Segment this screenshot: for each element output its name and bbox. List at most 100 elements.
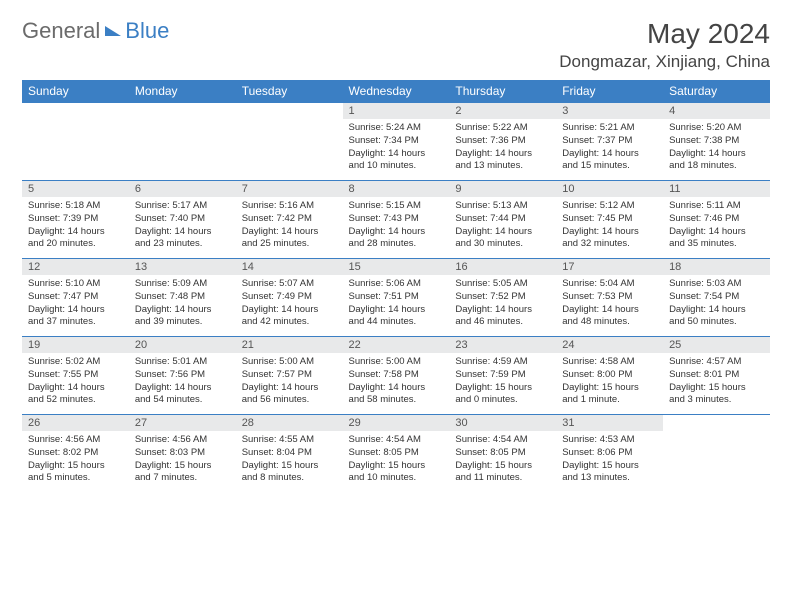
day-details: Sunrise: 5:05 AMSunset: 7:52 PMDaylight:… [449, 275, 556, 333]
day-details: Sunrise: 5:04 AMSunset: 7:53 PMDaylight:… [556, 275, 663, 333]
daylight-text: Daylight: 14 hours and 28 minutes. [349, 226, 444, 252]
sunrise-text: Sunrise: 4:59 AM [455, 356, 550, 369]
day-number: 24 [556, 337, 663, 353]
sunrise-text: Sunrise: 4:56 AM [135, 434, 230, 447]
daylight-text: Daylight: 15 hours and 5 minutes. [28, 460, 123, 486]
daylight-text: Daylight: 15 hours and 3 minutes. [669, 382, 764, 408]
header: General Blue May 2024 Dongmazar, Xinjian… [22, 18, 770, 72]
daylight-text: Daylight: 14 hours and 52 minutes. [28, 382, 123, 408]
daylight-text: Daylight: 14 hours and 18 minutes. [669, 148, 764, 174]
sunset-text: Sunset: 7:52 PM [455, 291, 550, 304]
sunrise-text: Sunrise: 4:58 AM [562, 356, 657, 369]
calendar-day-cell: 16Sunrise: 5:05 AMSunset: 7:52 PMDayligh… [449, 259, 556, 337]
sunrise-text: Sunrise: 5:00 AM [242, 356, 337, 369]
calendar-week-row: 19Sunrise: 5:02 AMSunset: 7:55 PMDayligh… [22, 337, 770, 415]
sunset-text: Sunset: 7:57 PM [242, 369, 337, 382]
day-number: 29 [343, 415, 450, 431]
day-number: 22 [343, 337, 450, 353]
sunset-text: Sunset: 7:49 PM [242, 291, 337, 304]
calendar-day-cell: 22Sunrise: 5:00 AMSunset: 7:58 PMDayligh… [343, 337, 450, 415]
weekday-header: Thursday [449, 80, 556, 103]
day-number: 17 [556, 259, 663, 275]
day-details: Sunrise: 5:00 AMSunset: 7:57 PMDaylight:… [236, 353, 343, 411]
sunset-text: Sunset: 7:40 PM [135, 213, 230, 226]
calendar-day-cell: 17Sunrise: 5:04 AMSunset: 7:53 PMDayligh… [556, 259, 663, 337]
calendar-week-row: ......1Sunrise: 5:24 AMSunset: 7:34 PMDa… [22, 103, 770, 181]
day-number: 30 [449, 415, 556, 431]
day-number: 12 [22, 259, 129, 275]
sunset-text: Sunset: 7:43 PM [349, 213, 444, 226]
sunset-text: Sunset: 7:47 PM [28, 291, 123, 304]
calendar-day-cell: .. [236, 103, 343, 181]
location-text: Dongmazar, Xinjiang, China [559, 52, 770, 72]
calendar-day-cell: 20Sunrise: 5:01 AMSunset: 7:56 PMDayligh… [129, 337, 236, 415]
sunrise-text: Sunrise: 4:54 AM [349, 434, 444, 447]
day-details: Sunrise: 5:17 AMSunset: 7:40 PMDaylight:… [129, 197, 236, 255]
day-details: Sunrise: 5:12 AMSunset: 7:45 PMDaylight:… [556, 197, 663, 255]
day-details: Sunrise: 4:54 AMSunset: 8:05 PMDaylight:… [449, 431, 556, 489]
day-number: 25 [663, 337, 770, 353]
day-details: Sunrise: 4:57 AMSunset: 8:01 PMDaylight:… [663, 353, 770, 411]
sunset-text: Sunset: 7:59 PM [455, 369, 550, 382]
daylight-text: Daylight: 14 hours and 37 minutes. [28, 304, 123, 330]
day-number: 7 [236, 181, 343, 197]
sunrise-text: Sunrise: 5:05 AM [455, 278, 550, 291]
triangle-icon [105, 26, 121, 36]
daylight-text: Daylight: 14 hours and 42 minutes. [242, 304, 337, 330]
weekday-header: Friday [556, 80, 663, 103]
sunrise-text: Sunrise: 5:13 AM [455, 200, 550, 213]
weekday-header: Monday [129, 80, 236, 103]
sunset-text: Sunset: 8:03 PM [135, 447, 230, 460]
calendar-week-row: 12Sunrise: 5:10 AMSunset: 7:47 PMDayligh… [22, 259, 770, 337]
day-number: 5 [22, 181, 129, 197]
day-details: Sunrise: 5:10 AMSunset: 7:47 PMDaylight:… [22, 275, 129, 333]
daylight-text: Daylight: 15 hours and 8 minutes. [242, 460, 337, 486]
sunset-text: Sunset: 7:51 PM [349, 291, 444, 304]
day-number: 15 [343, 259, 450, 275]
sunset-text: Sunset: 8:04 PM [242, 447, 337, 460]
weekday-header: Sunday [22, 80, 129, 103]
day-details: Sunrise: 5:01 AMSunset: 7:56 PMDaylight:… [129, 353, 236, 411]
day-details: Sunrise: 5:11 AMSunset: 7:46 PMDaylight:… [663, 197, 770, 255]
calendar-day-cell: 26Sunrise: 4:56 AMSunset: 8:02 PMDayligh… [22, 415, 129, 493]
day-number: 10 [556, 181, 663, 197]
sunset-text: Sunset: 7:39 PM [28, 213, 123, 226]
daylight-text: Daylight: 14 hours and 50 minutes. [669, 304, 764, 330]
day-details: Sunrise: 5:02 AMSunset: 7:55 PMDaylight:… [22, 353, 129, 411]
day-details: Sunrise: 5:21 AMSunset: 7:37 PMDaylight:… [556, 119, 663, 177]
sunset-text: Sunset: 7:44 PM [455, 213, 550, 226]
day-number: 8 [343, 181, 450, 197]
sunrise-text: Sunrise: 5:21 AM [562, 122, 657, 135]
title-block: May 2024 Dongmazar, Xinjiang, China [559, 18, 770, 72]
sunrise-text: Sunrise: 5:16 AM [242, 200, 337, 213]
daylight-text: Daylight: 14 hours and 23 minutes. [135, 226, 230, 252]
day-number: 16 [449, 259, 556, 275]
daylight-text: Daylight: 14 hours and 56 minutes. [242, 382, 337, 408]
day-details: Sunrise: 5:00 AMSunset: 7:58 PMDaylight:… [343, 353, 450, 411]
calendar-day-cell: 11Sunrise: 5:11 AMSunset: 7:46 PMDayligh… [663, 181, 770, 259]
brand-part2: Blue [125, 18, 169, 44]
daylight-text: Daylight: 14 hours and 15 minutes. [562, 148, 657, 174]
day-details: Sunrise: 4:59 AMSunset: 7:59 PMDaylight:… [449, 353, 556, 411]
day-details: Sunrise: 5:03 AMSunset: 7:54 PMDaylight:… [663, 275, 770, 333]
sunrise-text: Sunrise: 5:20 AM [669, 122, 764, 135]
day-number: 18 [663, 259, 770, 275]
daylight-text: Daylight: 15 hours and 7 minutes. [135, 460, 230, 486]
calendar-day-cell: 6Sunrise: 5:17 AMSunset: 7:40 PMDaylight… [129, 181, 236, 259]
brand-part1: General [22, 18, 100, 44]
sunset-text: Sunset: 8:05 PM [455, 447, 550, 460]
calendar-day-cell: 31Sunrise: 4:53 AMSunset: 8:06 PMDayligh… [556, 415, 663, 493]
daylight-text: Daylight: 15 hours and 1 minute. [562, 382, 657, 408]
calendar-day-cell: 19Sunrise: 5:02 AMSunset: 7:55 PMDayligh… [22, 337, 129, 415]
calendar-day-cell: 7Sunrise: 5:16 AMSunset: 7:42 PMDaylight… [236, 181, 343, 259]
sunrise-text: Sunrise: 4:54 AM [455, 434, 550, 447]
sunrise-text: Sunrise: 5:00 AM [349, 356, 444, 369]
daylight-text: Daylight: 14 hours and 46 minutes. [455, 304, 550, 330]
sunrise-text: Sunrise: 4:53 AM [562, 434, 657, 447]
calendar-day-cell: 5Sunrise: 5:18 AMSunset: 7:39 PMDaylight… [22, 181, 129, 259]
sunset-text: Sunset: 7:37 PM [562, 135, 657, 148]
calendar-day-cell: 1Sunrise: 5:24 AMSunset: 7:34 PMDaylight… [343, 103, 450, 181]
calendar-day-cell: 3Sunrise: 5:21 AMSunset: 7:37 PMDaylight… [556, 103, 663, 181]
day-details: Sunrise: 4:54 AMSunset: 8:05 PMDaylight:… [343, 431, 450, 489]
day-details: Sunrise: 5:16 AMSunset: 7:42 PMDaylight:… [236, 197, 343, 255]
